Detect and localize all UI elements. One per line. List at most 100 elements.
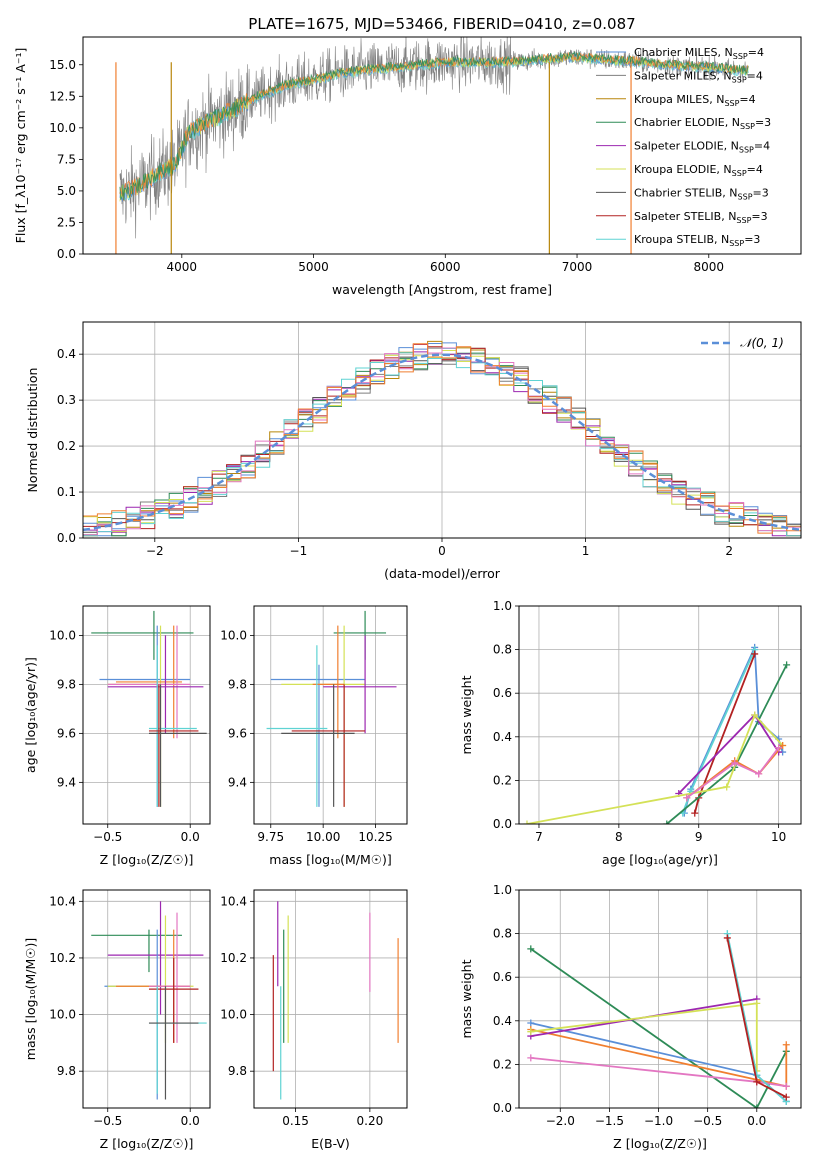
y-tick-label: 0.0 — [493, 1101, 512, 1115]
panel-age-vs-z: −0.5 0.0 9.4 9.6 9.8 10.0 Z [log₁₀(Z/Z☉)] age [… — [23, 605, 211, 867]
data-point — [755, 770, 763, 778]
x-tick-label: 7000 — [562, 260, 593, 274]
data-point — [527, 1028, 535, 1036]
y-tick-label: 0.6 — [493, 970, 512, 984]
plot-area — [83, 606, 210, 824]
legend-post: =3 — [751, 210, 767, 223]
x-tick-label: 0.20 — [357, 1114, 384, 1128]
legend-text: Chabrier ELODIE, N — [634, 116, 740, 129]
x-tick-label: −1.5 — [595, 1114, 624, 1128]
figure-title: PLATE=1675, MJD=53466, FIBERID=0410, z=0… — [248, 15, 635, 33]
y-tick-label: 0.3 — [57, 393, 76, 407]
data-point — [753, 1078, 761, 1086]
x-tick-label: 9 — [695, 830, 703, 844]
axes-border — [82, 605, 211, 825]
plot-area — [519, 890, 801, 1108]
x-axis-label: Z [log₁₀(Z/Z☉)] — [100, 1136, 194, 1151]
x-tick-label: 2 — [725, 544, 733, 558]
legend-sub: SSP — [732, 75, 747, 84]
axes-frame: −0.5 0.0 9.4 9.6 9.8 10.0 Z [log₁₀(Z/Z☉)] age [… — [23, 605, 211, 867]
legend-sub: SSP — [736, 216, 751, 225]
legend-post: =4 — [748, 46, 764, 59]
data-point — [683, 794, 691, 802]
y-tick-label: 1.0 — [493, 599, 512, 613]
x-tick-label: −1 — [290, 544, 308, 558]
y-tick-label: 0.4 — [493, 1014, 512, 1028]
y-tick-label: 10.4 — [220, 894, 247, 908]
series-line — [693, 653, 756, 814]
plot-area — [115, 37, 749, 254]
series-line — [526, 713, 784, 824]
data-point — [751, 650, 759, 658]
y-axis-label: mass weight — [459, 959, 474, 1038]
y-axis-label: Normed distribution — [25, 368, 40, 493]
y-tick-label: 10.2 — [220, 951, 247, 965]
x-tick-label: 0.15 — [282, 1114, 309, 1128]
data-point — [775, 744, 783, 752]
histogram-step — [83, 343, 801, 536]
y-tick-label: 9.6 — [228, 726, 247, 740]
x-axis-label: Z [log₁₀(Z/Z☉)] — [613, 1136, 707, 1151]
data-point — [782, 1041, 790, 1049]
x-tick-label: 6000 — [430, 260, 461, 274]
data-point — [731, 759, 739, 767]
x-tick-label: −2.0 — [546, 1114, 575, 1128]
panel-spectrum: 4000 5000 6000 7000 8000 0.0 2.5 5.0 7.5 10.0 12.5… — [13, 36, 802, 297]
y-tick-label: 10.0 — [49, 121, 76, 135]
y-tick-label: 0.2 — [57, 439, 76, 453]
legend-post: =3 — [744, 233, 760, 246]
legend-text: Chabrier MILES, N — [634, 46, 733, 59]
legend-text: Chabrier STELIB, N — [634, 186, 738, 199]
axes-border — [82, 36, 802, 255]
y-tick-label: 0.4 — [493, 730, 512, 744]
y-axis-label: mass [log₁₀(M/M☉)] — [23, 938, 38, 1060]
data-point — [691, 809, 699, 817]
legend-sub: SSP — [738, 192, 753, 201]
histogram-step — [83, 343, 801, 534]
axes-frame: 0.15 0.20 9.8 10.0 10.2 10.4 E(B-V) — [220, 889, 408, 1151]
x-axis-label: wavelength [Angstrom, rest frame] — [332, 282, 552, 297]
y-tick-label: 0.2 — [493, 773, 512, 787]
data-point — [523, 820, 531, 824]
y-tick-label: 10.0 — [220, 1008, 247, 1022]
y-tick-label: 10.0 — [49, 1008, 76, 1022]
model-spectrum — [119, 50, 749, 201]
x-tick-label: 0 — [438, 544, 446, 558]
axes-border — [82, 321, 802, 539]
data-point — [779, 742, 787, 750]
panel-weight-vs-age: 7 8 9 10 0.0 0.2 0.4 0.6 0.8 1.0 age [log₁₀(age/yr… — [459, 599, 802, 867]
x-tick-label: −0.5 — [93, 830, 122, 844]
x-tick-label: 0.0 — [747, 1114, 766, 1128]
x-tick-label: 10 — [771, 830, 786, 844]
legend-sub: SSP — [739, 146, 754, 155]
y-tick-label: 0.4 — [57, 347, 76, 361]
x-tick-label: 5000 — [298, 260, 329, 274]
series-line — [530, 948, 788, 1108]
y-tick-label: 9.8 — [57, 677, 76, 691]
data-point — [782, 1093, 790, 1101]
data-point — [723, 934, 731, 942]
y-tick-label: 9.8 — [228, 677, 247, 691]
plot-area — [254, 890, 407, 1108]
legend-sub: SSP — [740, 122, 755, 131]
y-axis-label: mass weight — [459, 675, 474, 754]
axes-frame: 7 8 9 10 0.0 0.2 0.4 0.6 0.8 1.0 age [log₁₀(age/yr… — [459, 599, 802, 867]
y-tick-label: 9.8 — [57, 1064, 76, 1078]
x-tick-label: 1 — [582, 544, 590, 558]
x-tick-label: −0.5 — [93, 1114, 122, 1128]
panels: 4000 5000 6000 7000 80000.02.55.07.510.012.5… — [13, 36, 802, 1151]
legend-entry: Chabrier STELIB, NSSP=3 — [634, 186, 769, 201]
legend-text: Kroupa MILES, N — [634, 93, 724, 106]
x-tick-label: −2 — [146, 544, 164, 558]
legend-post: =4 — [754, 140, 770, 153]
y-tick-label: 0.0 — [57, 531, 76, 545]
legend-entry: Kroupa ELODIE, NSSP=4 — [634, 163, 763, 178]
legend-entry: Salpeter ELODIE, NSSP=4 — [634, 140, 770, 155]
legend-entry: Chabrier ELODIE, NSSP=3 — [634, 116, 771, 131]
axes-border — [518, 889, 802, 1109]
y-tick-label: 10.0 — [220, 628, 247, 642]
y-tick-label: 0.6 — [493, 686, 512, 700]
axes-frame: −2.0 −1.5 −1.0 −0.5 0.0 0.0 0.2 0.4 0.6 0.8 1.0 Z [… — [459, 883, 802, 1151]
legend-post: =4 — [747, 69, 763, 82]
